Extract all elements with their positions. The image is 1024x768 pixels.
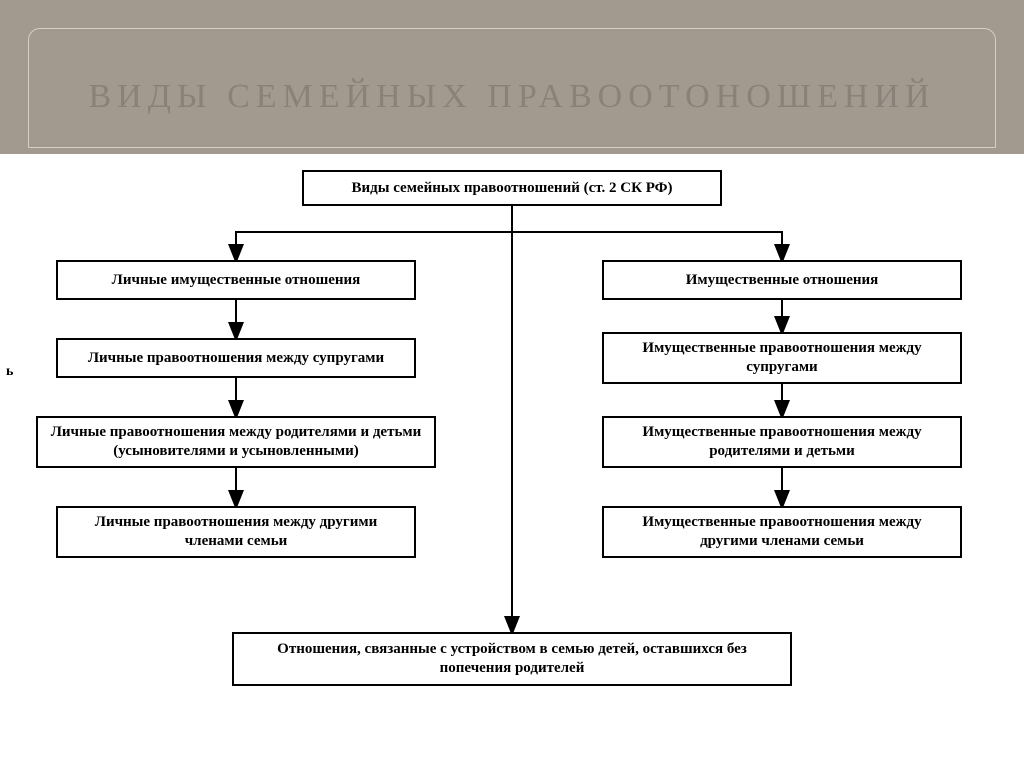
node-left3: Личные правоотношения между другими член… [56, 506, 416, 558]
node-left1: Личные правоотношения между супругами [56, 338, 416, 378]
stray-mark: ь [6, 364, 13, 380]
edge-root-left0 [236, 206, 512, 260]
node-root: Виды семейных правоотношений (ст. 2 СК Р… [302, 170, 722, 206]
node-left0: Личные имущественные отношения [56, 260, 416, 300]
node-right1: Имущественные правоотношения между супру… [602, 332, 962, 384]
node-right2: Имущественные правоотношения между родит… [602, 416, 962, 468]
diagram-panel: Виды семейных правоотношений (ст. 2 СК Р… [0, 154, 1024, 768]
node-right3: Имущественные правоотношения между други… [602, 506, 962, 558]
node-right0: Имущественные отношения [602, 260, 962, 300]
slide-title: ВИДЫ СЕМЕЙНЫХ ПРАВООТОНОШЕНИЙ [29, 29, 995, 116]
node-bottom: Отношения, связанные с устройством в сем… [232, 632, 792, 686]
slide-frame: ВИДЫ СЕМЕЙНЫХ ПРАВООТОНОШЕНИЙ [28, 28, 996, 148]
edge-root-right0 [512, 206, 782, 260]
node-left2: Личные правоотношения между родителями и… [36, 416, 436, 468]
